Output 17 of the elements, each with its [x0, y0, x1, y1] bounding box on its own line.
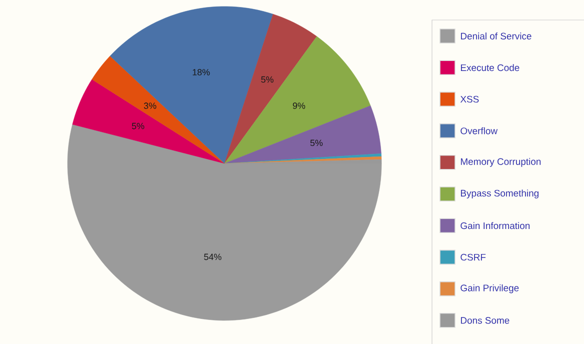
data-label: 9%	[292, 102, 306, 109]
data-label: 5%	[310, 140, 323, 146]
legend-label: Memory Corruption	[460, 158, 541, 167]
legend-label: Execute Code	[460, 64, 520, 72]
data-label: 54%	[204, 254, 222, 260]
legend-label: CSRF	[460, 254, 486, 261]
data-label: 3%	[144, 102, 156, 109]
legend-label: Gain Information	[460, 222, 530, 230]
legend-label: Bypass Something	[460, 190, 538, 198]
legend-label: Dons Some	[460, 317, 510, 324]
legend-label: XSS	[460, 96, 479, 103]
data-label: 18%	[192, 69, 210, 76]
legend-label: Gain Privilege	[460, 284, 519, 294]
data-label: 5%	[132, 122, 144, 130]
legend-label: Overflow	[460, 127, 498, 134]
legend-label: Denial of Service	[460, 32, 532, 40]
data-label: 5%	[261, 76, 274, 83]
